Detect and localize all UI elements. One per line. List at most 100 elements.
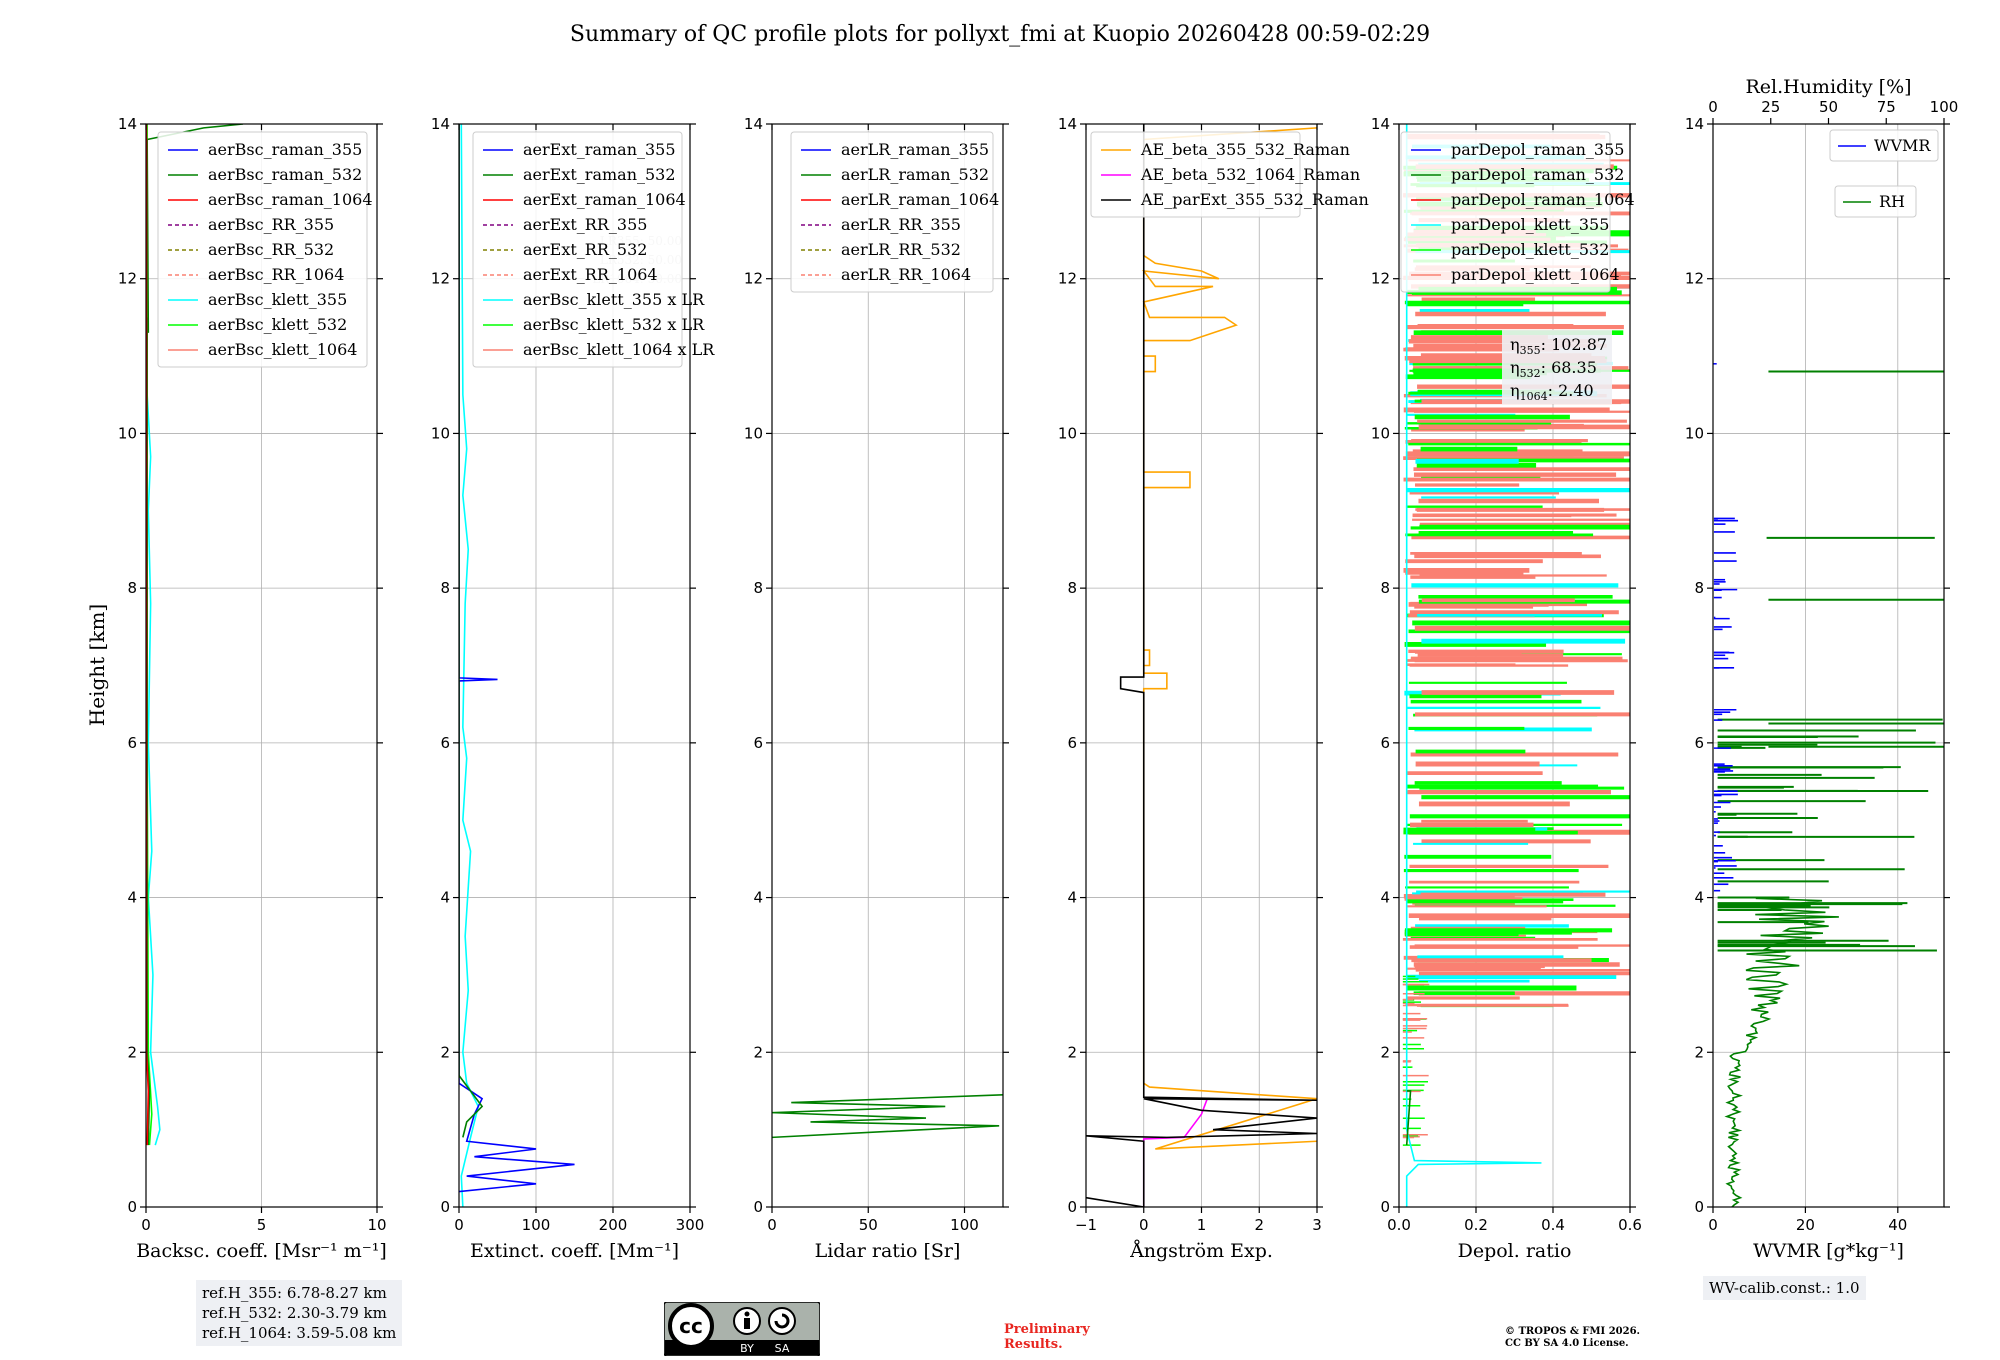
x-tick-label: 0: [767, 1216, 777, 1234]
series-parDepol_raman_532: [1405, 1090, 1412, 1146]
series-AE_parExt_355_532_Raman: [1086, 124, 1317, 1207]
legend-label: AE_beta_532_1064_Raman: [1140, 165, 1360, 184]
y-tick-label: 8: [753, 579, 763, 597]
x-tick-label: 0: [141, 1216, 151, 1234]
legend-label: aerLR_raman_355: [841, 140, 989, 159]
y-tick-label: 14: [431, 115, 450, 133]
axes-frame: [1398, 123, 1631, 1208]
y-tick-label: 2: [753, 1043, 763, 1061]
legend-rh: RH: [1834, 185, 1917, 218]
legend: aerLR_raman_355 aerLR_raman_532 aerLR_rama…: [790, 131, 999, 293]
legend-label: aerBsc_RR_532: [208, 240, 334, 259]
y-tick-label: 0: [1694, 1198, 1704, 1216]
legend-label: AE_beta_355_532_Raman: [1140, 140, 1350, 159]
y-tick-label: 4: [1380, 889, 1390, 907]
x-axis-label: Extinct. coeff. [Mm⁻¹]: [470, 1240, 679, 1262]
legend-label: aerExt_RR_355: [523, 215, 647, 234]
legend-label: aerBsc_klett_1064: [208, 340, 357, 359]
y-tick-label: 8: [1694, 579, 1704, 597]
legend-label: aerExt_RR_532: [523, 240, 647, 259]
legend-label: aerBsc_RR_1064: [208, 265, 344, 284]
cc-sa-label: SA: [775, 1342, 790, 1355]
y-tick-label: 14: [118, 115, 137, 133]
legend-label: aerLR_raman_532: [841, 165, 989, 184]
legend-label: aerBsc_raman_355: [208, 140, 362, 159]
y-tick-label: 4: [1694, 889, 1704, 907]
legend-label: aerLR_RR_1064: [841, 265, 971, 284]
y-tick-label: 14: [1685, 115, 1704, 133]
y-tick-label: 2: [1694, 1043, 1704, 1061]
y-tick-label: 10: [431, 424, 450, 442]
legend-label: aerBsc_raman_1064: [208, 190, 373, 209]
y-tick-label: 0: [1067, 1198, 1077, 1216]
top-x-tick-label: 75: [1877, 98, 1896, 116]
ref-height-355: ref.H_355: 6.78-8.27 km: [202, 1284, 387, 1302]
y-tick-label: 14: [744, 115, 763, 133]
x-tick-label: 5: [257, 1216, 267, 1234]
y-tick-label: 8: [1067, 579, 1077, 597]
eta-value: η532: 68.35: [1510, 358, 1597, 380]
copyright-line-2: CC BY SA 4.0 License.: [1505, 1338, 1629, 1349]
legend-label: aerBsc_klett_355: [208, 290, 347, 309]
wv-calib-box: WV-calib.const.: 1.0: [1703, 1276, 1866, 1300]
legend-label: aerExt_raman_1064: [523, 190, 686, 209]
copyright-note: © TROPOS & FMI 2026. CC BY SA 4.0 Licens…: [1505, 1326, 1640, 1350]
y-tick-label: 0: [753, 1198, 763, 1216]
y-tick-label: 2: [127, 1043, 137, 1061]
y-tick-label: 12: [118, 270, 137, 288]
y-tick-label: 4: [440, 889, 450, 907]
legend-label: parDepol_raman_1064: [1451, 190, 1635, 209]
legend-label: WVMR: [1874, 136, 1931, 155]
x-axis-label: WVMR [g*kg⁻¹]: [1753, 1240, 1904, 1262]
y-tick-label: 2: [1380, 1043, 1390, 1061]
legend-label: aerLR_RR_532: [841, 240, 961, 259]
legend-label: aerExt_RR_1064: [523, 265, 658, 284]
series-aerBsc_raman_532: [146, 124, 244, 1146]
x-tick-label: 0: [454, 1216, 464, 1234]
x-tick-label: 0.4: [1541, 1216, 1565, 1234]
axes-frame: [771, 123, 1004, 1208]
x-tick-label: −1: [1075, 1216, 1097, 1234]
x-tick-label: 0.2: [1464, 1216, 1488, 1234]
y-tick-label: 0: [127, 1198, 137, 1216]
x-tick-label: 100: [522, 1216, 551, 1234]
legend-label: aerLR_RR_355: [841, 215, 961, 234]
y-tick-label: 12: [1685, 270, 1704, 288]
y-tick-label: 10: [118, 424, 137, 442]
y-tick-label: 2: [440, 1043, 450, 1061]
y-tick-label: 6: [127, 734, 137, 752]
x-tick-label: 3: [1312, 1216, 1322, 1234]
legend-label: RH: [1879, 192, 1905, 211]
y-tick-label: 12: [1058, 270, 1077, 288]
y-tick-label: 0: [1380, 1198, 1390, 1216]
x-tick-label: 300: [676, 1216, 705, 1234]
top-x-tick-label: 25: [1761, 98, 1780, 116]
x-tick-label: 100: [950, 1216, 979, 1234]
x-tick-label: 20: [1796, 1216, 1815, 1234]
y-tick-label: 6: [440, 734, 450, 752]
y-tick-label: 4: [753, 889, 763, 907]
y-tick-label: 10: [744, 424, 763, 442]
y-tick-label: 8: [440, 579, 450, 597]
y-tick-label: 10: [1371, 424, 1390, 442]
legend: aerBsc_raman_355 aerBsc_raman_532 aerBsc_r…: [157, 131, 373, 368]
legend-label: aerExt_raman_532: [523, 165, 676, 184]
legend-label: aerBsc_klett_532 x LR: [523, 315, 705, 334]
y-tick-label: 8: [1380, 579, 1390, 597]
x-axis-label: Depol. ratio: [1458, 1240, 1572, 1262]
legend-wvmr: WVMR: [1829, 129, 1939, 162]
ref-height-1064: ref.H_1064: 3.59-5.08 km: [202, 1324, 397, 1342]
x-tick-label: 0: [1708, 1216, 1718, 1234]
y-tick-label: 0: [440, 1198, 450, 1216]
legend: parDepol_raman_355 parDepol_raman_532 parD…: [1400, 131, 1635, 293]
copyright-line-1: © TROPOS & FMI 2026.: [1505, 1326, 1641, 1337]
panel-bsc: 0 5 10 0 2 4 6 8 10 12 14 Backsc. coeff. [Msr⁻¹ m⁻¹…: [118, 115, 387, 1262]
x-tick-label: 0.6: [1618, 1216, 1642, 1234]
legend-label: AE_parExt_355_532_Raman: [1140, 190, 1369, 209]
top-x-tick-label: 50: [1819, 98, 1838, 116]
series-AE_beta_532_1064_Raman: [1142, 1098, 1209, 1207]
series-parDepol_klett_355: [1405, 124, 1542, 1207]
